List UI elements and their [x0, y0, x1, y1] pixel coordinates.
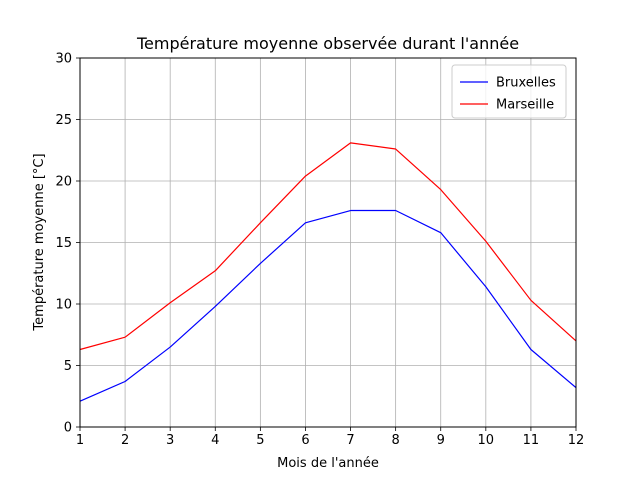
legend-box	[451, 64, 567, 119]
y-tick-label: 30	[55, 52, 72, 67]
y-tick-label: 15	[55, 236, 72, 251]
y-tick-label: 5	[64, 359, 72, 374]
x-tick-label: 12	[568, 433, 585, 448]
x-tick-label: 11	[523, 433, 540, 448]
y-tick-label: 20	[55, 175, 72, 190]
y-axis-label: Température moyenne [°C]	[32, 153, 47, 331]
y-axis-ticks: 0 5 10 15 20 25 30	[55, 52, 80, 436]
x-tick-label: 5	[256, 433, 264, 448]
y-tick-label: 10	[55, 298, 72, 313]
x-axis-label: Mois de l'année	[277, 456, 379, 471]
x-tick-label: 1	[76, 433, 84, 448]
y-tick-label: 25	[55, 113, 72, 128]
legend: Bruxelles Marseille	[451, 64, 567, 119]
series-line-marseille	[79, 142, 577, 351]
x-tick-label: 8	[391, 433, 399, 448]
series-lines	[79, 142, 577, 402]
x-tick-label: 9	[437, 433, 445, 448]
x-axis-ticks: 1 2 3 4 5 6 7 8 9 10 11 12	[76, 427, 584, 448]
x-tick-label: 6	[301, 433, 309, 448]
legend-label-bruxelles: Bruxelles	[496, 76, 556, 91]
series-line-bruxelles	[79, 209, 577, 402]
chart-title: Température moyenne observée durant l'an…	[136, 34, 519, 53]
x-tick-label: 2	[121, 433, 129, 448]
x-tick-label: 4	[211, 433, 219, 448]
x-tick-label: 10	[478, 433, 495, 448]
x-tick-label: 3	[166, 433, 174, 448]
y-tick-label: 0	[64, 421, 72, 436]
x-tick-label: 7	[346, 433, 354, 448]
legend-label-marseille: Marseille	[496, 98, 554, 113]
